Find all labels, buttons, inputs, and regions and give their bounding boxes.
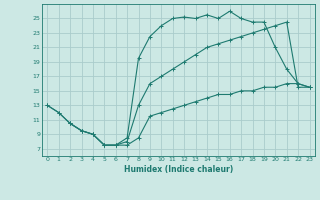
X-axis label: Humidex (Indice chaleur): Humidex (Indice chaleur) — [124, 165, 233, 174]
